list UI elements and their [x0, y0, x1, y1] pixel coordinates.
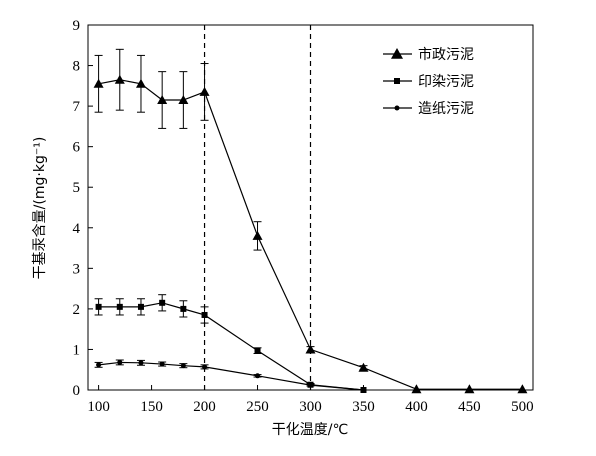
- triangle-marker: [391, 48, 403, 59]
- square-marker: [201, 311, 208, 318]
- triangle-marker: [135, 78, 146, 88]
- series-dot: [94, 359, 366, 393]
- x-tick-label: 300: [299, 399, 322, 415]
- triangle-marker: [178, 95, 189, 105]
- triangle-marker: [517, 384, 528, 394]
- square-marker: [159, 299, 166, 306]
- x-tick-label: 250: [246, 399, 269, 415]
- dot-marker: [394, 105, 400, 111]
- series-line: [98, 361, 364, 391]
- triangle-marker: [305, 344, 316, 354]
- y-tick-label: 6: [73, 140, 81, 156]
- square-marker: [394, 78, 400, 84]
- square-marker: [95, 303, 102, 310]
- y-tick-label: 2: [73, 302, 81, 318]
- series-layer: [93, 48, 528, 394]
- x-tick-label: 450: [458, 399, 481, 415]
- dot-marker: [96, 362, 102, 368]
- square-marker: [254, 347, 261, 354]
- series-triangle: [93, 48, 528, 394]
- y-tick-label: 4: [73, 221, 81, 237]
- y-tick-label: 1: [73, 342, 81, 358]
- square-marker: [116, 303, 123, 310]
- x-tick-label: 150: [140, 399, 163, 415]
- square-marker: [180, 305, 187, 312]
- triangle-marker: [411, 384, 422, 394]
- y-tick-label: 5: [73, 180, 81, 196]
- y-tick-label: 8: [73, 59, 81, 75]
- series-line: [98, 302, 364, 391]
- triangle-marker: [464, 384, 475, 394]
- y-tick-label: 3: [73, 261, 81, 277]
- y-axis: 0 1 2 3 4 5 6 7 8 9: [73, 18, 93, 399]
- triangle-marker: [157, 95, 168, 105]
- x-tick-label: 400: [405, 399, 428, 415]
- triangle-marker: [358, 362, 369, 372]
- triangle-marker: [114, 74, 125, 84]
- dot-marker: [308, 382, 313, 388]
- y-tick-label: 0: [73, 383, 81, 399]
- reference-lines: [203, 25, 312, 390]
- dot-marker: [255, 373, 261, 379]
- dot-marker: [360, 387, 366, 393]
- legend-label: 市政污泥: [418, 46, 474, 63]
- legend-label: 造纸污泥: [418, 101, 474, 117]
- x-axis: 100 150 200 250 300 350 400 450 500: [87, 385, 534, 415]
- series-square: [94, 294, 367, 393]
- x-tick-label: 350: [352, 399, 375, 415]
- series-line: [98, 79, 523, 390]
- triangle-marker: [199, 86, 210, 96]
- legend-label: 印染污泥: [418, 74, 474, 90]
- dot-marker: [180, 363, 186, 369]
- dot-marker: [117, 359, 123, 365]
- dot-marker: [159, 361, 165, 367]
- y-tick-label: 7: [73, 99, 81, 115]
- dot-marker: [202, 364, 208, 370]
- x-tick-label: 500: [511, 399, 534, 415]
- x-tick-label: 200: [193, 399, 216, 415]
- triangle-marker: [252, 230, 263, 240]
- y-axis-title: 干基汞含量/(mg·kg⁻¹): [31, 137, 48, 280]
- dot-marker: [138, 360, 144, 366]
- x-tick-label: 100: [87, 399, 110, 415]
- x-axis-title: 干化温度/℃: [272, 422, 348, 438]
- y-tick-label: 9: [73, 18, 81, 34]
- triangle-marker: [93, 78, 104, 88]
- square-marker: [137, 303, 144, 310]
